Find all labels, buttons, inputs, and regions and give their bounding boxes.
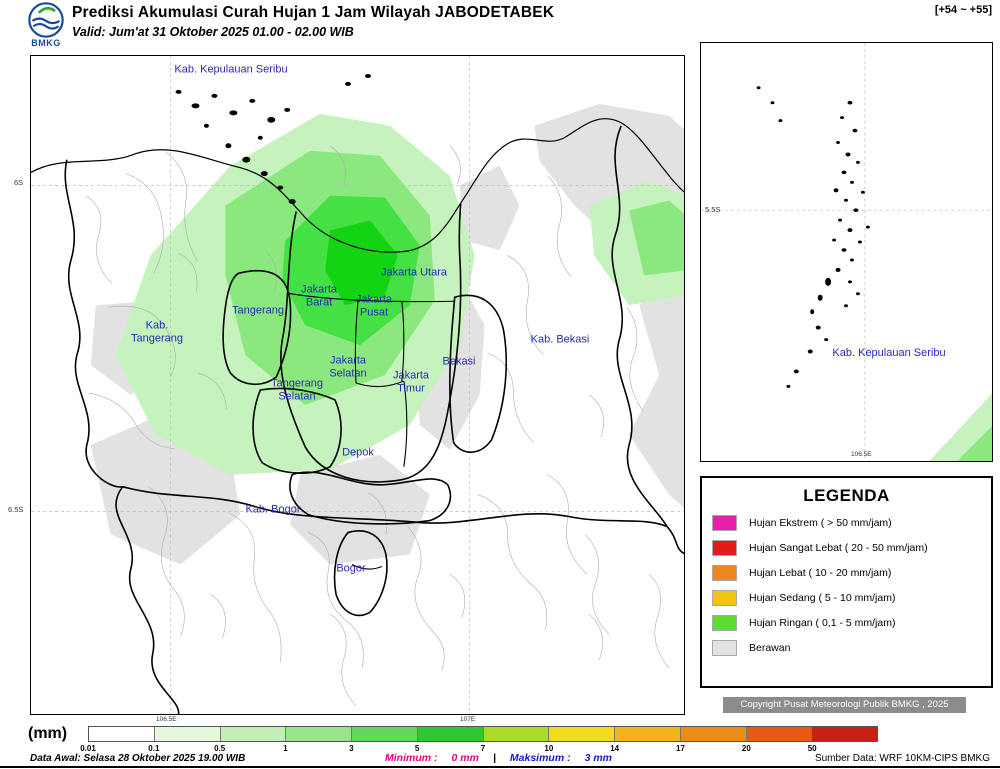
map-label-jakarta-barat: Jakarta Barat xyxy=(300,283,338,308)
bmkg-logo: BMKG xyxy=(26,2,66,48)
valid-time: Valid: Jum'at 31 Oktober 2025 01.00 - 02… xyxy=(72,25,354,39)
colorbar-unit: (mm) xyxy=(28,725,68,742)
colorbar-segment xyxy=(154,727,221,741)
swatch-lebat xyxy=(712,565,737,581)
colorbar-segment xyxy=(746,727,813,741)
colorbar-tick: 10 xyxy=(544,744,554,753)
map-label-bekasi: Bekasi xyxy=(442,355,476,368)
inset-lat-label: 5.5S xyxy=(705,205,721,214)
sumber-data-text: Sumber Data: WRF 10KM-CIPS BMKG xyxy=(814,753,990,764)
colorbar-segment xyxy=(615,727,681,741)
rain-patches xyxy=(115,113,684,475)
colorbar-segment xyxy=(286,727,352,741)
islands xyxy=(175,73,371,205)
map-label-jakarta-utara: Jakarta Utara xyxy=(380,266,448,279)
bmkg-logo-icon xyxy=(28,2,64,38)
lon-label-106-5e: 106.5E xyxy=(156,716,177,723)
main-map-canvas xyxy=(31,56,684,714)
colorbar-tick: 20 xyxy=(741,744,751,753)
map-label-kab-tangerang: Kab. Tangerang xyxy=(131,319,183,344)
colorbar-segment xyxy=(417,727,484,741)
maksimum-value: 3 mm xyxy=(584,752,613,764)
map-label-jakarta-pusat: Jakarta Pusat xyxy=(355,293,393,318)
colorbar-segment xyxy=(680,727,747,741)
map-label-bogor: Bogor xyxy=(336,562,366,575)
swatch-sangat-lebat xyxy=(712,540,737,556)
colorbar-tick: 0.01 xyxy=(80,744,96,753)
copyright-bar: Copyright Pusat Meteorologi Publik BMKG … xyxy=(723,697,966,713)
map-label-jakarta-selatan: Jakarta Selatan xyxy=(329,354,367,379)
swatch-ekstrem xyxy=(712,515,737,531)
legend-item-ekstrem: Hujan Ekstrem ( > 50 mm/jam) xyxy=(712,515,981,531)
colorbar-segment xyxy=(352,727,418,741)
colorbar-tick: 1 xyxy=(283,744,288,753)
legend-label-ekstrem: Hujan Ekstrem ( > 50 mm/jam) xyxy=(749,517,892,529)
minimum-label: Minimum : xyxy=(385,752,438,764)
district-boundaries xyxy=(85,145,670,707)
colorbar-tick: 7 xyxy=(480,744,486,753)
colorbar-segment xyxy=(549,727,615,741)
lat-label-6-5s: 6.5S xyxy=(8,505,24,514)
swatch-sedang xyxy=(712,590,737,606)
main-map: Kab. Kepulauan Seribu Jakarta Utara Jaka… xyxy=(30,55,685,715)
data-awal-text: Data Awal: Selasa 28 Oktober 2025 19.00 … xyxy=(30,753,246,764)
colorbar-segment xyxy=(89,727,155,741)
colorbar-tick: 14 xyxy=(610,744,620,753)
inset-islands xyxy=(756,86,870,388)
map-label-tangerang: Tangerang xyxy=(232,304,284,317)
legend-item-sedang: Hujan Sedang ( 5 - 10 mm/jam) xyxy=(712,590,981,606)
colorbar-segment xyxy=(812,727,877,741)
colorbar-tick: 3 xyxy=(349,744,354,753)
minimum-value: 0 mm xyxy=(451,752,479,764)
lat-label-6s: 6S xyxy=(14,178,24,187)
colorbar-segment xyxy=(220,727,287,741)
coastline xyxy=(31,118,684,253)
lon-label-107e: 107E xyxy=(460,716,476,723)
swatch-berawan xyxy=(712,640,737,656)
bmkg-logo-text: BMKG xyxy=(31,38,61,48)
inset-rain-patches xyxy=(929,393,992,461)
map-label-depok: Depok xyxy=(342,446,374,459)
inset-label-kepulauan-seribu: Kab. Kepulauan Seribu xyxy=(832,347,946,359)
inset-lon-label: 106.5E xyxy=(851,451,872,458)
colorbar-tick: 0.1 xyxy=(148,744,160,753)
map-label-kab-bekasi: Kab. Bekasi xyxy=(530,333,590,346)
legend-item-ringan: Hujan Ringan ( 0,1 - 5 mm/jam) xyxy=(712,615,981,631)
map-label-kab-bogor: Kab. Bogor xyxy=(245,503,301,516)
bottom-border xyxy=(0,766,1000,768)
colorbar-ticks: 0.01 0.1 0.5 1 3 5 7 10 14 17 20 50 xyxy=(80,744,878,754)
colorbar-segment xyxy=(483,727,550,741)
maksimum-label: Maksimum : xyxy=(509,752,571,764)
legend-title: LEGENDA xyxy=(803,486,890,505)
legend-label-ringan: Hujan Ringan ( 0,1 - 5 mm/jam) xyxy=(749,617,896,629)
swatch-ringan xyxy=(712,615,737,631)
legend-item-lebat: Hujan Lebat ( 10 - 20 mm/jam) xyxy=(712,565,981,581)
legend-item-sangat-lebat: Hujan Sangat Lebat ( 20 - 50 mm/jam) xyxy=(712,540,981,556)
colorbar-tick: 0.5 xyxy=(214,744,226,753)
colorbar-tick: 17 xyxy=(676,744,685,753)
inset-map-kepulauan-seribu: Kab. Kepulauan Seribu 5.5S 106.5E xyxy=(700,42,993,462)
legend-panel: LEGENDA Hujan Ekstrem ( > 50 mm/jam) Huj… xyxy=(700,476,993,688)
minmax-separator: | xyxy=(492,752,496,764)
legend-label-lebat: Hujan Lebat ( 10 - 20 mm/jam) xyxy=(749,567,892,579)
map-label-jakarta-timur: Jakarta Timur xyxy=(392,369,430,394)
inset-map-canvas xyxy=(701,43,992,461)
forecast-hour-range: [+54 ~ +55] xyxy=(934,4,992,16)
legend-item-berawan: Berawan xyxy=(712,640,981,656)
map-label-tangerang-selatan: Tangerang Selatan xyxy=(271,377,323,402)
page-title: Prediksi Akumulasi Curah Hujan 1 Jam Wil… xyxy=(72,4,555,21)
region-boundaries xyxy=(64,125,684,714)
inset-graticule xyxy=(701,43,992,461)
colorbar-tick: 5 xyxy=(414,744,420,753)
colorbar xyxy=(88,726,878,742)
legend-label-berawan: Berawan xyxy=(749,642,791,654)
map-label-kepulauan-seribu: Kab. Kepulauan Seribu xyxy=(174,63,288,76)
graticule xyxy=(31,56,684,714)
minmax-stats: Minimum : 0 mm | Maksimum : 3 mm xyxy=(385,752,612,764)
colorbar-tick: 50 xyxy=(807,744,817,753)
legend-label-sedang: Hujan Sedang ( 5 - 10 mm/jam) xyxy=(749,592,896,604)
legend-label-sangat-lebat: Hujan Sangat Lebat ( 20 - 50 mm/jam) xyxy=(749,542,928,554)
